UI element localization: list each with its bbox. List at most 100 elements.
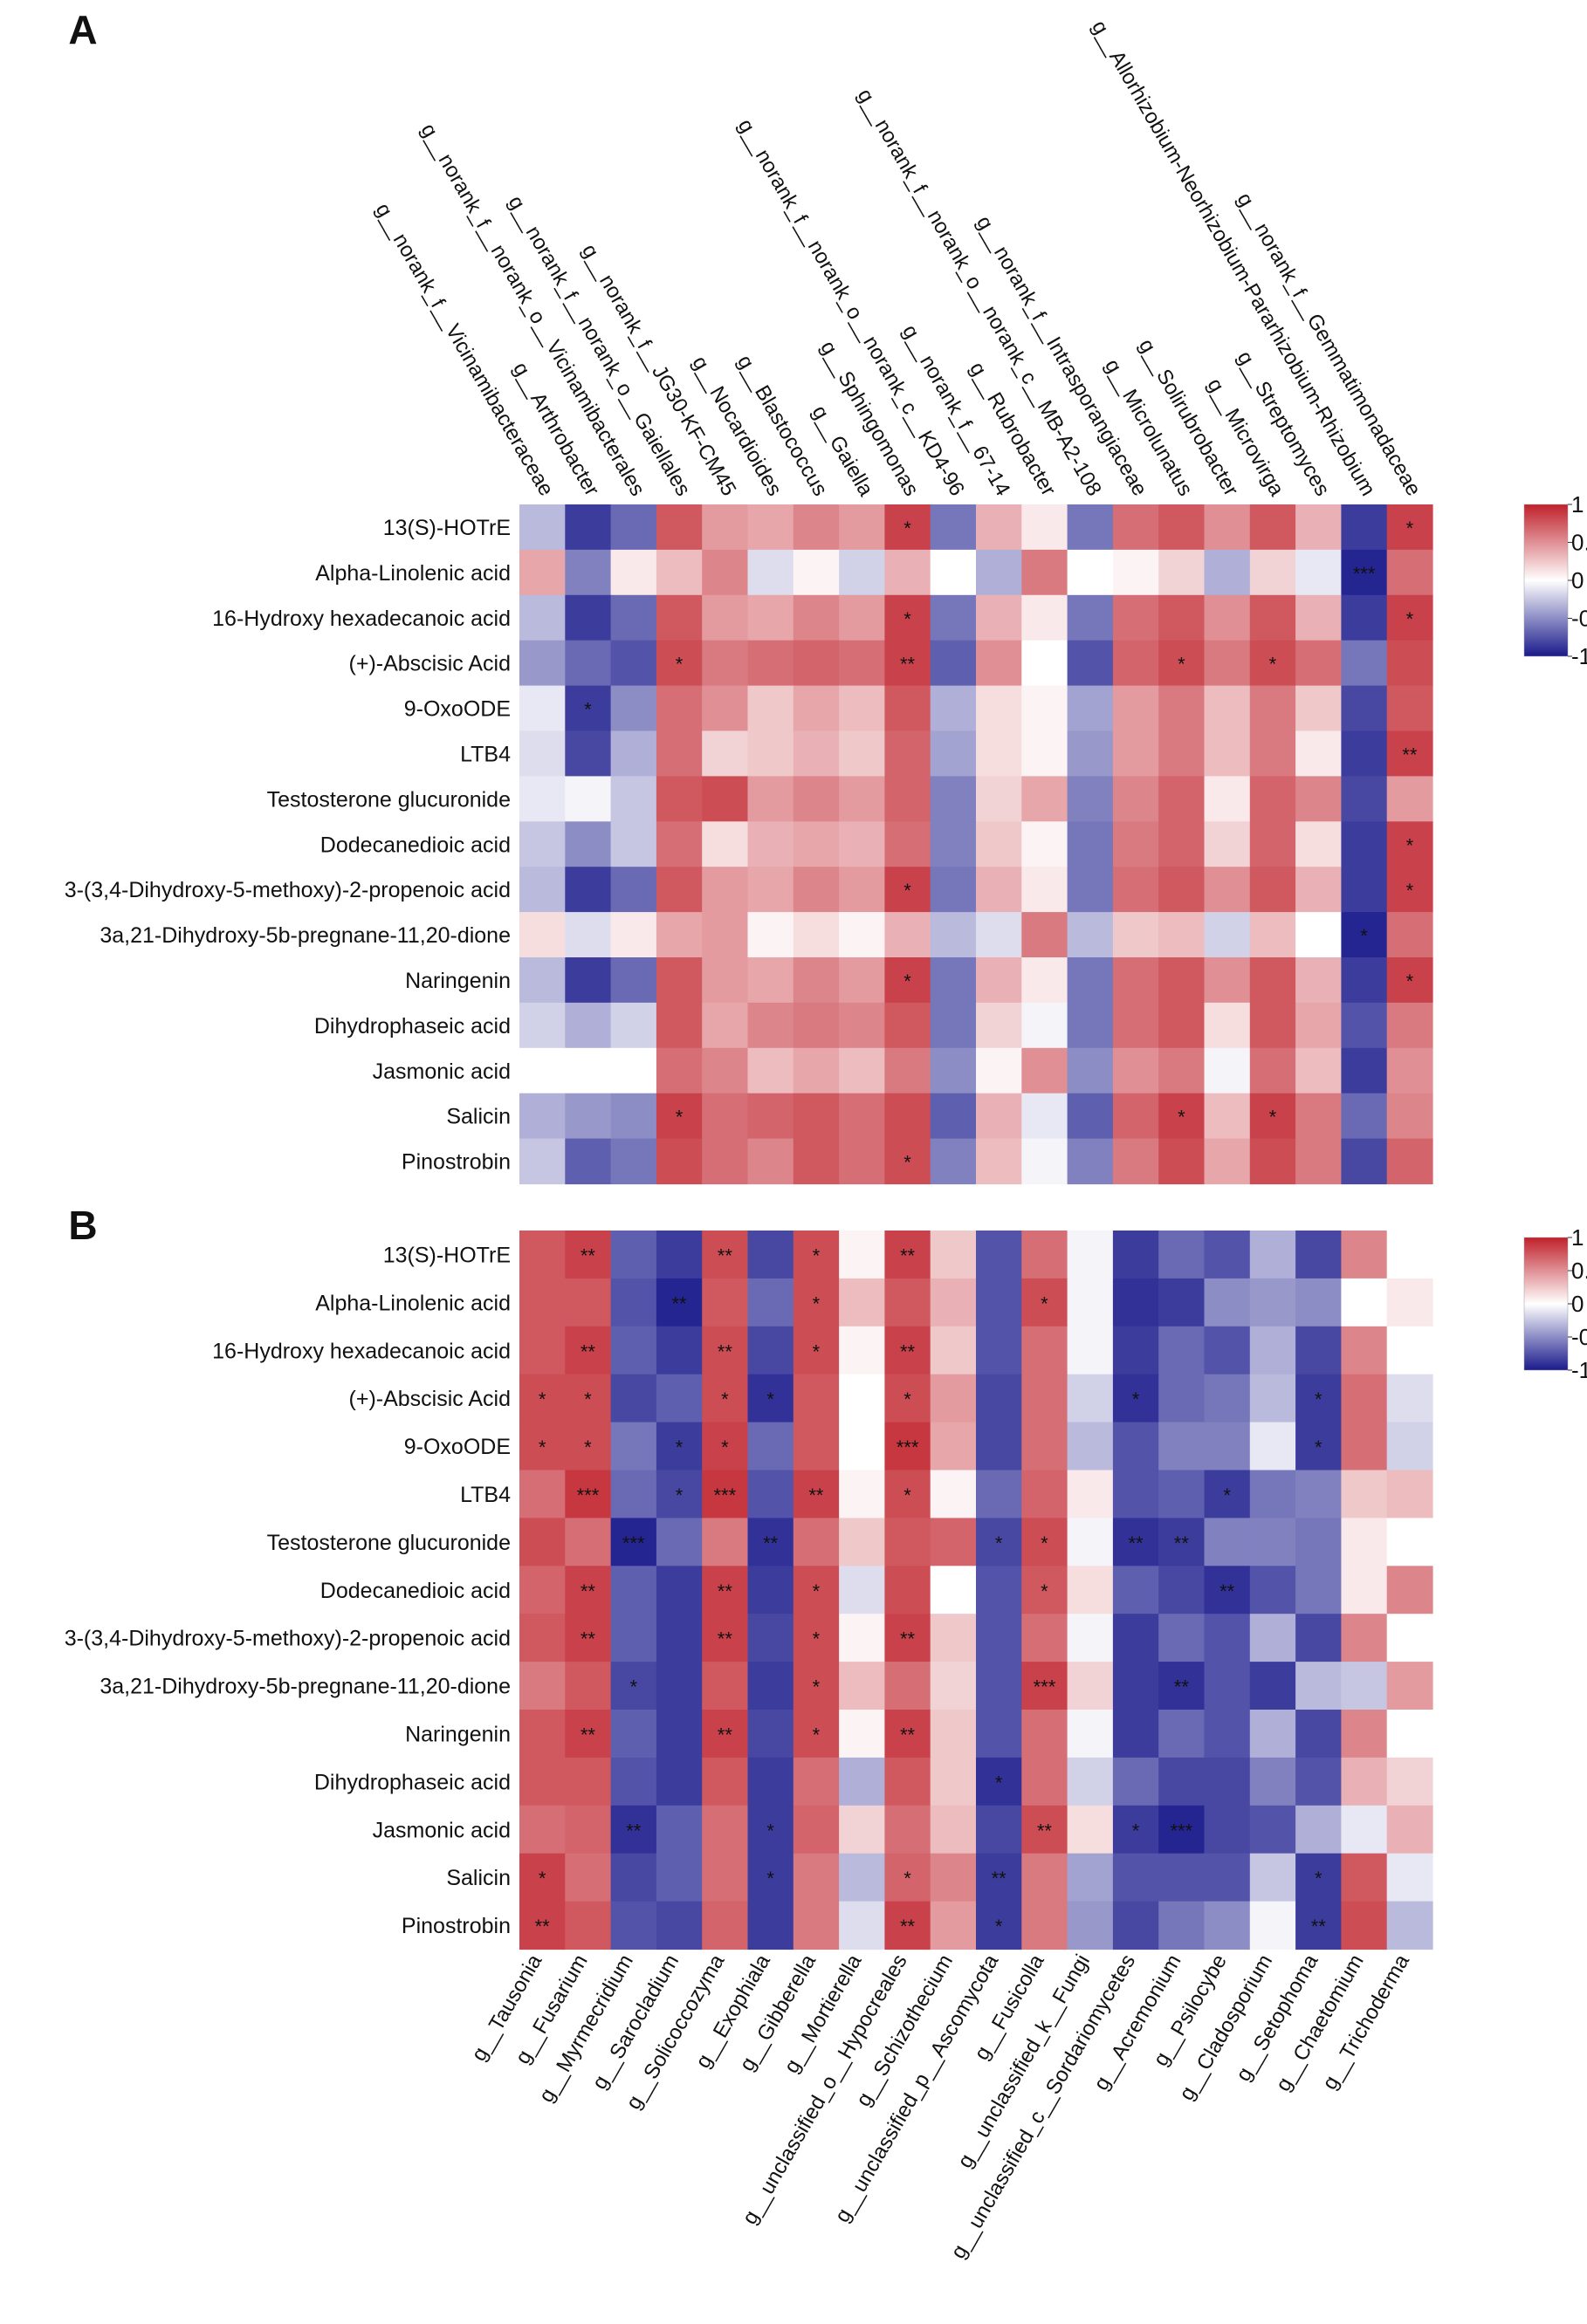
heatmap-cell [1341,1278,1388,1327]
heatmap-cell [839,730,885,777]
heatmap-cell [656,776,703,822]
heatmap-cell [1112,1231,1159,1279]
heatmap-cell [1204,776,1251,822]
heatmap-cell [1021,912,1068,958]
heatmap-cell [1204,1757,1251,1806]
heatmap-cell [565,1853,612,1902]
heatmap-cell [1204,1326,1251,1375]
heatmap-cell [1021,685,1068,732]
heatmap-cell [610,1422,657,1471]
heatmap-cell [793,1470,840,1518]
heatmap-cell [747,1422,794,1471]
heatmap-cell [1158,1614,1206,1662]
significance-mark: * [539,1436,546,1458]
heatmap-cell [610,1710,657,1758]
heatmap-cell [519,640,566,687]
significance-mark: * [995,1532,1003,1554]
heatmap-cell [656,1614,703,1662]
heatmap-cell [1158,1422,1206,1471]
heatmap-cell [1204,821,1251,867]
significance-mark: * [1269,1107,1277,1128]
color-legend-bar [1523,1237,1569,1371]
heatmap-cell [519,821,566,867]
heatmap-cell [1112,1422,1159,1471]
heatmap-cell [519,1805,566,1854]
heatmap-cell [1341,640,1388,687]
heatmap-cell [702,1566,749,1614]
heatmap-cell [793,1757,840,1806]
heatmap-cell [1295,1374,1342,1423]
heatmap-cell [1204,1614,1251,1662]
heatmap-cell [884,640,931,687]
heatmap-cell [930,1566,977,1614]
heatmap-cell [1249,821,1296,867]
heatmap-cell [793,1566,840,1614]
row-label: 3-(3,4-Dihydroxy-5-methoxy)-2-propenoic … [65,878,511,902]
heatmap-cell [1249,867,1296,913]
heatmap-cell [839,1326,885,1375]
heatmap-cell [519,549,566,596]
heatmap-cell [1067,1002,1114,1049]
heatmap-cell [839,1614,885,1662]
heatmap-cell [930,1518,977,1566]
significance-mark: *** [1034,1676,1056,1698]
heatmap-cell [519,1757,566,1806]
heatmap-cell [793,1662,840,1710]
heatmap-cell [1204,1231,1251,1279]
heatmap-cell [930,776,977,822]
heatmap-cell [1112,1002,1159,1049]
significance-mark: * [903,1152,911,1174]
heatmap-cell [610,867,657,913]
heatmap-cell [1021,1422,1068,1471]
heatmap-cell [930,730,977,777]
heatmap-cell [1067,1614,1114,1662]
heatmap-cell [976,1138,1022,1185]
heatmap-cell [1249,912,1296,958]
row-label: LTB4 [460,1483,511,1507]
significance-mark: * [1315,1388,1322,1410]
heatmap-cell [793,867,840,913]
heatmap-cell [1067,640,1114,687]
heatmap-cell [839,1138,885,1185]
heatmap-cell [793,957,840,1004]
heatmap-cell [610,1518,657,1566]
significance-mark: *** [1353,563,1376,585]
significance-mark: * [1315,1868,1322,1889]
heatmap-cell [519,1901,566,1950]
heatmap-cell [1386,1047,1433,1094]
heatmap-cell [1158,821,1206,867]
heatmap-cell [702,957,749,1004]
significance-mark: ** [1174,1676,1190,1698]
heatmap-cell [1021,821,1068,867]
significance-mark: * [766,1868,774,1889]
heatmap-cell [702,1326,749,1375]
heatmap-cell [1021,1805,1068,1854]
significance-mark: ** [581,1580,596,1602]
heatmap-cell [519,1326,566,1375]
heatmap-cell [610,1278,657,1327]
heatmap-cell [884,1757,931,1806]
significance-mark: * [813,1580,821,1602]
heatmap-cell [930,1805,977,1854]
heatmap-cell [656,594,703,641]
heatmap-cell [1158,1901,1206,1950]
heatmap-cell [884,1231,931,1279]
heatmap-cell [1158,1518,1206,1566]
significance-mark: ** [900,1628,916,1650]
heatmap-cell [839,1566,885,1614]
heatmap-cell [1021,594,1068,641]
heatmap-cell [747,1566,794,1614]
heatmap-cell [930,867,977,913]
heatmap-cell [1204,1662,1251,1710]
panel-letter: A [68,7,97,52]
heatmap-cell [839,1518,885,1566]
heatmap-cell [976,957,1022,1004]
heatmap-cell [976,1326,1022,1375]
heatmap-cell [1386,1566,1433,1614]
heatmap-cell [1158,912,1206,958]
heatmap-cell [839,1662,885,1710]
heatmap-cell [1204,549,1251,596]
heatmap-cell [1341,912,1388,958]
heatmap-cell [1112,1614,1159,1662]
heatmap-cell [1021,640,1068,687]
